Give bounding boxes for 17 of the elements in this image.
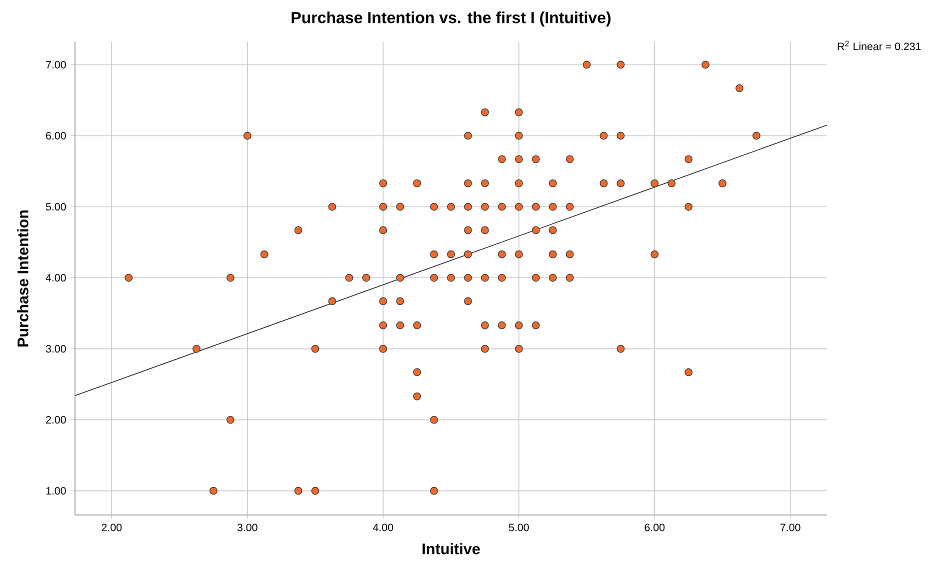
x-tick-label: 5.00: [508, 524, 529, 532]
text: R$^{2}$ Linear = 0.231: [838, 40, 921, 50]
y-tick-label: 6.00: [46, 132, 66, 140]
x-tick-label: 3.00: [237, 524, 258, 532]
y-tick-label: 5.00: [46, 202, 66, 211]
y-tick-label: 1.00: [46, 487, 66, 495]
chart-title: Purchase Intention vs. the first I (Intuitive): [292, 12, 611, 26]
x-tick-label: 7.00: [780, 524, 800, 532]
y-tick-label: 2.00: [46, 416, 66, 424]
y-tick-label: 3.00: [46, 345, 66, 353]
x-tick-label: 6.00: [644, 524, 665, 532]
x-axis-title: Intuitive: [422, 543, 480, 554]
y-tick-label: 7.00: [46, 60, 66, 68]
x-tick-label: 4.00: [373, 524, 394, 532]
y-tick-label: 4.00: [46, 274, 66, 282]
y-axis-title: Purchase Intention: [17, 210, 28, 346]
x-tick-label: 2.00: [102, 524, 122, 532]
